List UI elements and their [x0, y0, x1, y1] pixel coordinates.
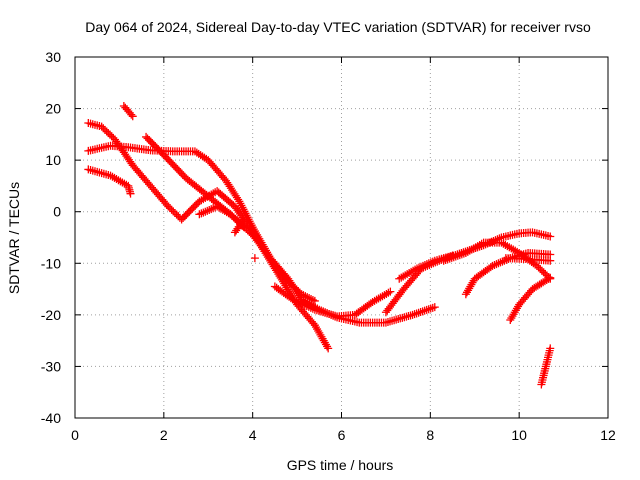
- data-point: [411, 265, 420, 274]
- data-point: [324, 344, 333, 353]
- data-point: [413, 264, 422, 273]
- series-arc-8: [250, 254, 259, 263]
- y-tick-labels: -40 -30 -20 -10 0 10 20 30: [41, 49, 61, 426]
- data-point: [199, 208, 208, 217]
- data-point: [303, 293, 312, 302]
- data-point: [546, 256, 555, 265]
- data-point: [203, 206, 212, 215]
- data-point: [250, 254, 259, 263]
- series-arc-15: [506, 273, 555, 325]
- data-point: [239, 215, 248, 224]
- data-point: [299, 291, 308, 300]
- data-point: [323, 342, 332, 351]
- y-tick-label: 20: [45, 101, 61, 117]
- grid: [75, 57, 608, 418]
- data-point: [428, 257, 437, 266]
- chart-title: Day 064 of 2024, Sidereal Day-to-day VTE…: [85, 19, 591, 35]
- x-tick-label: 12: [600, 427, 616, 443]
- series-arc-7: [230, 215, 248, 237]
- data-point: [201, 207, 210, 216]
- data-point: [496, 258, 505, 267]
- data-point: [424, 259, 433, 268]
- data-point: [126, 189, 135, 198]
- data-point: [416, 262, 425, 271]
- y-tick-label: -20: [41, 307, 61, 323]
- series-arc-4: [119, 101, 137, 121]
- y-tick-label: 0: [53, 204, 61, 220]
- data-point: [207, 205, 216, 214]
- data-point: [494, 259, 503, 268]
- data-point: [308, 295, 317, 304]
- series-arc-16: [537, 344, 555, 389]
- data-point: [488, 261, 497, 270]
- tick-marks: [74, 56, 609, 419]
- y-tick-label: -30: [41, 358, 61, 374]
- x-axis-label: GPS time / hours: [287, 457, 394, 473]
- x-tick-labels: 0 2 4 6 8 10 12: [71, 427, 616, 443]
- data-point: [384, 288, 393, 297]
- data-point: [310, 296, 319, 305]
- data-point: [418, 261, 427, 270]
- data-point: [490, 261, 499, 270]
- x-tick-label: 2: [160, 427, 168, 443]
- y-tick-label: 30: [45, 49, 61, 65]
- data-point: [195, 210, 204, 219]
- data-point: [307, 295, 316, 304]
- y-axis-label: SDTVAR / TECUs: [6, 182, 22, 294]
- series-arc-3: [84, 165, 135, 198]
- data-point: [546, 273, 555, 282]
- data-point: [492, 260, 501, 269]
- data-points: [84, 101, 555, 389]
- series-arc-14: [501, 254, 555, 265]
- data-point: [477, 239, 486, 248]
- data-point: [422, 260, 431, 269]
- x-tick-label: 4: [249, 427, 257, 443]
- data-point: [430, 303, 439, 312]
- data-point: [546, 344, 555, 353]
- data-point: [297, 290, 306, 299]
- data-point: [498, 257, 507, 266]
- data-point: [301, 292, 310, 301]
- y-tick-label: 10: [45, 152, 61, 168]
- data-point: [238, 217, 247, 226]
- data-point: [205, 205, 214, 214]
- data-point: [386, 287, 395, 296]
- data-point: [544, 274, 553, 283]
- y-tick-label: -10: [41, 255, 61, 271]
- data-point: [305, 294, 314, 303]
- series-arc-6: [195, 202, 319, 305]
- data-point: [420, 261, 429, 270]
- data-point: [546, 232, 555, 241]
- x-tick-label: 6: [338, 427, 346, 443]
- data-point: [127, 110, 136, 119]
- series-arc-9: [270, 282, 395, 321]
- data-point: [414, 263, 423, 272]
- x-tick-label: 8: [426, 427, 434, 443]
- y-tick-label: -40: [41, 410, 61, 426]
- x-tick-label: 0: [71, 427, 79, 443]
- x-tick-label: 10: [511, 427, 527, 443]
- data-point: [426, 258, 435, 267]
- data-point: [197, 209, 206, 218]
- data-point: [128, 112, 137, 121]
